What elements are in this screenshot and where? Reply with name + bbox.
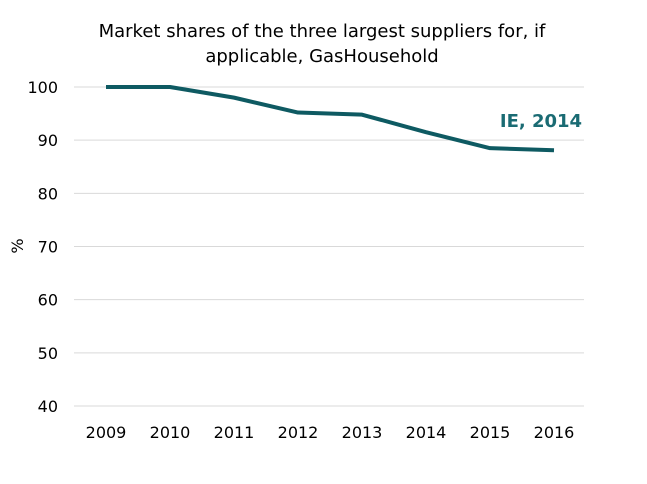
series-annotation: IE, 2014 bbox=[500, 111, 582, 132]
y-tick-label: 100 bbox=[27, 78, 58, 97]
y-tick-label: 70 bbox=[38, 238, 58, 257]
y-tick-label: 40 bbox=[38, 397, 58, 416]
x-tick-label: 2016 bbox=[534, 423, 575, 442]
gridlines bbox=[74, 86, 584, 407]
y-tick-label: 50 bbox=[38, 344, 58, 363]
x-tick-label: 2014 bbox=[406, 423, 447, 442]
series-layer bbox=[106, 85, 555, 153]
y-tick-label: 80 bbox=[38, 184, 58, 203]
chart-title-line-2: applicable, GasHousehold bbox=[205, 46, 438, 67]
x-tick-label: 2013 bbox=[342, 423, 383, 442]
x-tick-label: 2012 bbox=[278, 423, 319, 442]
y-tick-label: 60 bbox=[38, 291, 58, 310]
x-tick-label: 2009 bbox=[86, 423, 127, 442]
x-tick-label: 2011 bbox=[214, 423, 255, 442]
x-axis-ticks: 2009 2010 2011 2012 2013 2014 2015 2016 bbox=[86, 423, 575, 442]
y-axis-ticks: 100 90 80 70 60 50 40 bbox=[27, 78, 58, 416]
y-tick-label: 90 bbox=[38, 131, 58, 150]
series-line-ie bbox=[106, 85, 555, 153]
chart-title-line-1: Market shares of the three largest suppl… bbox=[99, 21, 546, 42]
x-tick-label: 2015 bbox=[470, 423, 511, 442]
y-axis-label: % bbox=[8, 238, 27, 253]
x-tick-label: 2010 bbox=[150, 423, 191, 442]
